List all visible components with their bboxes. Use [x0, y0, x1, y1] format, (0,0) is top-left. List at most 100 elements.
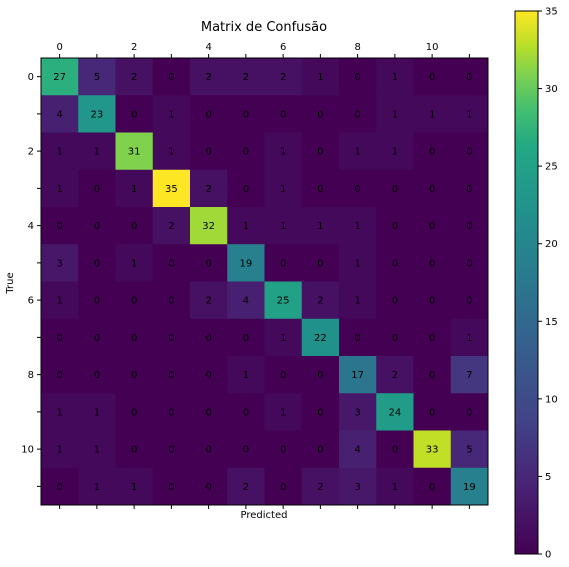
cell-value-r5-c9: 0 [392, 258, 398, 269]
heatmap-cell-r4-c4 [190, 207, 228, 245]
heatmap-cell-r0-c7 [301, 58, 340, 96]
cell-value-r1-c1: 23 [91, 109, 104, 120]
heatmap-cell-r7-c0 [41, 318, 79, 357]
cell-value-r2-c3: 1 [168, 147, 174, 158]
cell-value-r2-c2: 31 [128, 147, 141, 158]
heatmap-cell-r7-c6 [264, 318, 303, 357]
heatmap-cell-r5-c6 [264, 244, 303, 282]
cell-value-r4-c1: 0 [94, 221, 100, 232]
heatmap-cell-r5-c4 [190, 244, 228, 282]
cell-value-r5-c7: 0 [317, 258, 323, 269]
heatmap-cell-r1-c6 [264, 95, 303, 133]
cell-value-r3-c1: 0 [94, 184, 100, 195]
cell-value-r4-c4: 32 [202, 221, 215, 232]
cell-value-r8-c9: 2 [392, 370, 398, 381]
heatmap-cell-r3-c6 [264, 169, 303, 208]
colorbar-tick-label: 35 [545, 7, 558, 18]
heatmap-cell-r10-c1 [78, 430, 116, 469]
heatmap-cell-labels: 27 5 2 0 2 2 2 1 0 1 0 04 23 0 1 0 0 0 0 0 1 1 11 1 31 1 0 0 1 0 1 1 0 01… [53, 72, 475, 493]
cell-value-r7-c10: 0 [429, 333, 435, 344]
cell-value-r5-c10: 0 [429, 258, 435, 269]
cell-value-r5-c11: 0 [466, 258, 472, 269]
cell-value-r1-c2: 0 [131, 109, 137, 120]
heatmap-cell-r2-c9 [376, 132, 414, 171]
heatmap-cell-r8-c11 [450, 356, 489, 394]
heatmap-cell-r0-c5 [227, 58, 265, 96]
cell-value-r9-c7: 0 [317, 407, 323, 418]
heatmap-cell-r2-c10 [413, 132, 452, 171]
cell-value-r9-c6: 1 [280, 407, 286, 418]
cell-value-r7-c8: 0 [354, 333, 360, 344]
heatmap-cell-r1-c7 [301, 95, 340, 133]
heatmap-cell-r7-c1 [78, 318, 116, 357]
heatmap-cell-r11-c0 [41, 467, 79, 506]
cell-value-r11-c10: 0 [429, 482, 435, 493]
cell-value-r11-c7: 2 [317, 482, 323, 493]
heatmap-cell-r1-c2 [115, 95, 154, 133]
heatmap-cell-r9-c2 [115, 393, 154, 431]
cell-value-r9-c1: 1 [94, 407, 100, 418]
cell-value-r8-c2: 0 [131, 370, 137, 381]
heatmap-cell-r9-c9 [376, 393, 414, 431]
heatmap-cell-r9-c8 [339, 393, 377, 431]
heatmap-cell-r5-c2 [115, 244, 154, 282]
heatmap-cell-r7-c5 [227, 318, 265, 357]
cell-value-r6-c4: 2 [205, 296, 211, 307]
heatmap-cell-r11-c10 [413, 467, 452, 506]
cell-value-r1-c5: 0 [243, 109, 249, 120]
cell-value-r3-c4: 2 [205, 184, 211, 195]
heatmap-cell-r3-c2 [115, 169, 154, 208]
cell-value-r1-c9: 1 [392, 109, 398, 120]
heatmap-cell-r6-c4 [190, 281, 228, 320]
cell-value-r9-c2: 0 [131, 407, 137, 418]
heatmap-cell-r11-c7 [301, 467, 340, 506]
heatmap-cell-r2-c5 [227, 132, 265, 171]
cell-value-r0-c10: 0 [429, 72, 435, 83]
heatmap-cell-r3-c9 [376, 169, 414, 208]
heatmap-cell-r3-c3 [152, 169, 191, 208]
cell-value-r2-c4: 0 [205, 147, 211, 158]
heatmap-cell-r0-c0 [41, 58, 79, 96]
cell-value-r4-c3: 2 [168, 221, 174, 232]
heatmap-cell-r10-c3 [152, 430, 191, 469]
cell-value-r6-c1: 0 [94, 296, 100, 307]
cell-value-r5-c2: 1 [131, 258, 137, 269]
heatmap-cell-r5-c7 [301, 244, 340, 282]
cell-value-r9-c8: 3 [354, 407, 360, 418]
cell-value-r6-c6: 25 [277, 296, 290, 307]
cell-value-r11-c11: 19 [463, 482, 476, 493]
heatmap-cell-r8-c9 [376, 356, 414, 394]
heatmap-cell-r4-c5 [227, 207, 265, 245]
cell-value-r2-c11: 0 [466, 147, 472, 158]
x-tick-label: 2 [131, 42, 137, 53]
colorbar-tick-label: 15 [545, 317, 558, 328]
heatmap-cell-r1-c0 [41, 95, 79, 133]
heatmap-cell-r8-c0 [41, 356, 79, 394]
heatmap-cell-r2-c7 [301, 132, 340, 171]
cell-value-r3-c2: 1 [131, 184, 137, 195]
cell-value-r7-c2: 0 [131, 333, 137, 344]
heatmap-cell-r7-c9 [376, 318, 414, 357]
heatmap-cell-r5-c9 [376, 244, 414, 282]
cell-value-r6-c10: 0 [429, 296, 435, 307]
cell-value-r7-c11: 1 [466, 333, 472, 344]
heatmap-cell-r3-c5 [227, 169, 265, 208]
heatmap-cell-r6-c11 [450, 281, 489, 320]
heatmap-cell-r6-c10 [413, 281, 452, 320]
x-tick-label: 8 [354, 42, 360, 53]
heatmap-cell-r4-c8 [339, 207, 377, 245]
heatmap-cell-r11-c8 [339, 467, 377, 506]
heatmap-cell-r3-c0 [41, 169, 79, 208]
cell-value-r5-c6: 0 [280, 258, 286, 269]
heatmap-cell-r3-c10 [413, 169, 452, 208]
cell-value-r2-c1: 1 [94, 147, 100, 158]
x-axis-ticks: 0 2 4 6 8 10 [56, 42, 470, 509]
heatmap-cell-r10-c10 [413, 430, 452, 469]
cell-value-r11-c5: 2 [243, 482, 249, 493]
cell-value-r10-c3: 0 [168, 445, 174, 456]
cell-value-r4-c9: 0 [392, 221, 398, 232]
y-tick-label: 8 [28, 370, 34, 381]
heatmap-cell-r10-c8 [339, 430, 377, 469]
heatmap-cell-r3-c8 [339, 169, 377, 208]
heatmap-cell-r2-c8 [339, 132, 377, 171]
